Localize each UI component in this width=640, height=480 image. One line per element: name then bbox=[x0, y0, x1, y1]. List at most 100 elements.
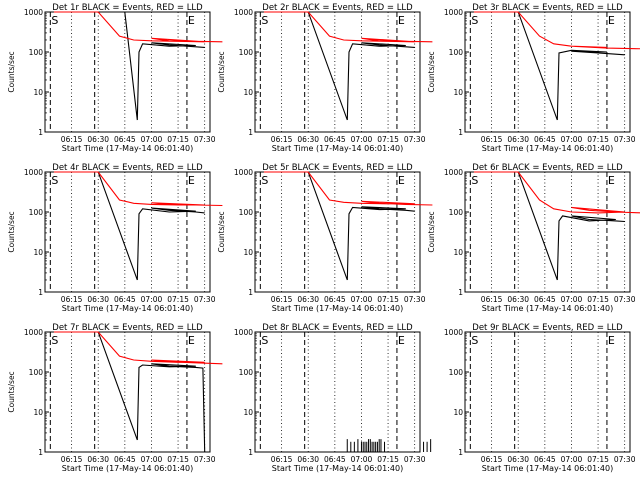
marker-label-S: S bbox=[51, 334, 58, 347]
x-axis-label: Start Time (17-May-14 06:01:40) bbox=[62, 304, 193, 313]
y-tick-label: 1000 bbox=[444, 328, 463, 337]
x-tick-label: 07:30 bbox=[404, 295, 426, 304]
x-axis-label: Start Time (17-May-14 06:01:40) bbox=[272, 144, 403, 153]
marker-label-S: S bbox=[261, 174, 268, 187]
marker-label-E: E bbox=[608, 334, 615, 347]
x-axis-label: Start Time (17-May-14 06:01:40) bbox=[482, 144, 613, 153]
x-axis-label: Start Time (17-May-14 06:01:40) bbox=[272, 304, 403, 313]
plot-frame bbox=[44, 331, 211, 453]
y-tick-label: 100 bbox=[239, 208, 254, 217]
marker-label-S: S bbox=[471, 14, 478, 27]
x-tick-label: 06:15 bbox=[61, 295, 83, 304]
panel-title: Det 3r BLACK = Events, RED = LLD bbox=[472, 3, 623, 13]
x-tick-label: 07:00 bbox=[561, 135, 583, 144]
x-tick-label: 06:45 bbox=[114, 295, 136, 304]
y-tick-label: 10 bbox=[33, 248, 43, 257]
plot-frame bbox=[254, 11, 421, 133]
y-tick-label: 100 bbox=[239, 48, 254, 57]
x-tick-label: 07:30 bbox=[194, 455, 216, 464]
y-axis-label: Counts/sec bbox=[7, 211, 16, 252]
x-tick-label: 07:30 bbox=[404, 135, 426, 144]
series-events-line bbox=[53, 331, 206, 453]
series-lld-line bbox=[263, 11, 433, 43]
y-tick-label: 1 bbox=[458, 128, 463, 137]
y-tick-label: 1 bbox=[38, 448, 43, 457]
series-events-line bbox=[53, 11, 205, 121]
panel-title: Det 7r BLACK = Events, RED = LLD bbox=[52, 323, 203, 333]
x-tick-label: 06:45 bbox=[534, 135, 556, 144]
x-axis-label: Start Time (17-May-14 06:01:40) bbox=[62, 464, 193, 473]
x-tick-label: 06:15 bbox=[481, 295, 503, 304]
plot-frame bbox=[464, 171, 631, 293]
y-tick-label: 1 bbox=[458, 288, 463, 297]
x-tick-label: 07:00 bbox=[351, 135, 373, 144]
x-tick-label: 06:30 bbox=[297, 295, 319, 304]
x-tick-label: 07:30 bbox=[614, 455, 636, 464]
y-tick-label: 100 bbox=[29, 48, 44, 57]
y-tick-label: 10 bbox=[453, 248, 463, 257]
x-tick-label: 06:30 bbox=[507, 135, 529, 144]
y-tick-label: 10 bbox=[33, 88, 43, 97]
x-tick-label: 07:00 bbox=[351, 455, 373, 464]
x-tick-label: 07:15 bbox=[587, 135, 609, 144]
y-tick-label: 10 bbox=[453, 88, 463, 97]
x-tick-label: 07:15 bbox=[377, 295, 399, 304]
x-tick-label: 06:30 bbox=[297, 135, 319, 144]
marker-label-E: E bbox=[608, 174, 615, 187]
marker-label-E: E bbox=[188, 174, 195, 187]
x-tick-label: 06:15 bbox=[271, 455, 293, 464]
y-tick-label: 1 bbox=[248, 128, 253, 137]
y-tick-label: 1000 bbox=[234, 8, 253, 17]
x-tick-label: 06:15 bbox=[271, 135, 293, 144]
y-tick-label: 1 bbox=[248, 288, 253, 297]
panel-det-4: Det 4r BLACK = Events, RED = LLD 1 10 100 10… bbox=[7, 163, 223, 313]
panel-det-3: Det 3r BLACK = Events, RED = LLD 1 10 100 10… bbox=[427, 3, 640, 153]
x-tick-label: 06:45 bbox=[114, 135, 136, 144]
panel-det-9: Det 9r BLACK = Events, RED = LLD 1 10 100 10… bbox=[444, 323, 636, 473]
panel-det-5: Det 5r BLACK = Events, RED = LLD 1 10 100 10… bbox=[217, 163, 433, 313]
y-tick-label: 10 bbox=[243, 248, 253, 257]
plot-frame bbox=[464, 331, 631, 453]
x-tick-label: 06:30 bbox=[87, 455, 109, 464]
y-tick-label: 100 bbox=[449, 208, 464, 217]
plot-frame bbox=[254, 331, 421, 453]
marker-label-S: S bbox=[471, 174, 478, 187]
plot-frame bbox=[254, 171, 421, 293]
x-tick-label: 06:15 bbox=[61, 455, 83, 464]
x-tick-label: 07:15 bbox=[587, 455, 609, 464]
y-axis-label: Counts/sec bbox=[427, 211, 436, 252]
x-tick-label: 06:30 bbox=[507, 295, 529, 304]
y-axis-label: Counts/sec bbox=[7, 51, 16, 92]
y-tick-label: 10 bbox=[243, 408, 253, 417]
x-tick-label: 07:15 bbox=[377, 135, 399, 144]
series-lld-line bbox=[53, 331, 223, 365]
x-tick-label: 07:30 bbox=[194, 135, 216, 144]
series-lld-line bbox=[473, 11, 640, 50]
x-tick-label: 07:00 bbox=[561, 295, 583, 304]
x-tick-label: 06:45 bbox=[534, 455, 556, 464]
x-tick-label: 07:15 bbox=[587, 295, 609, 304]
y-tick-label: 1000 bbox=[24, 328, 43, 337]
y-tick-label: 1000 bbox=[444, 8, 463, 17]
y-tick-label: 1 bbox=[38, 288, 43, 297]
series-lld-line bbox=[53, 171, 223, 207]
x-axis-label: Start Time (17-May-14 06:01:40) bbox=[482, 464, 613, 473]
x-tick-label: 07:15 bbox=[167, 135, 189, 144]
series-events-line bbox=[263, 11, 415, 121]
x-tick-label: 07:00 bbox=[141, 455, 163, 464]
series-events-line bbox=[473, 11, 625, 121]
y-tick-label: 100 bbox=[449, 48, 464, 57]
y-axis-label: Counts/sec bbox=[217, 51, 226, 92]
panel-det-7: Det 7r BLACK = Events, RED = LLD 1 10 100 10… bbox=[7, 323, 223, 473]
marker-label-E: E bbox=[398, 334, 405, 347]
x-tick-label: 07:30 bbox=[614, 295, 636, 304]
x-tick-label: 06:15 bbox=[481, 455, 503, 464]
x-tick-label: 06:45 bbox=[324, 455, 346, 464]
y-tick-label: 10 bbox=[243, 88, 253, 97]
y-tick-label: 1000 bbox=[234, 328, 253, 337]
series-lld-line bbox=[53, 11, 223, 43]
marker-label-E: E bbox=[398, 174, 405, 187]
x-tick-label: 06:15 bbox=[61, 135, 83, 144]
x-tick-label: 07:15 bbox=[167, 455, 189, 464]
